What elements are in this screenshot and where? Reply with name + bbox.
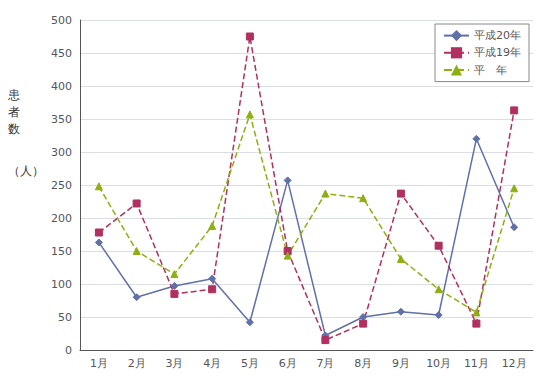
- svg-text:11月: 11月: [464, 357, 489, 370]
- svg-text:数: 数: [8, 122, 20, 136]
- svg-text:9月: 9月: [392, 357, 410, 370]
- svg-text:5月: 5月: [241, 357, 259, 370]
- svg-text:150: 150: [51, 245, 72, 258]
- svg-text:2月: 2月: [128, 357, 146, 370]
- svg-text:平成20年: 平成20年: [474, 29, 521, 42]
- svg-text:1月: 1月: [90, 357, 108, 370]
- svg-text:者: 者: [8, 105, 20, 119]
- svg-text:患: 患: [7, 88, 20, 102]
- svg-text:100: 100: [51, 278, 72, 291]
- svg-text:平 年: 平 年: [474, 64, 507, 77]
- svg-text:3月: 3月: [165, 357, 183, 370]
- svg-text:200: 200: [51, 212, 72, 225]
- svg-text:平成19年: 平成19年: [474, 46, 521, 59]
- svg-text:10月: 10月: [426, 357, 451, 370]
- svg-text:450: 450: [51, 47, 72, 60]
- svg-text:400: 400: [51, 80, 72, 93]
- svg-text:300: 300: [51, 146, 72, 159]
- svg-text:6月: 6月: [279, 357, 297, 370]
- svg-text:8月: 8月: [354, 357, 372, 370]
- svg-text:12月: 12月: [502, 357, 527, 370]
- svg-text:250: 250: [51, 179, 72, 192]
- svg-text:（人）: （人）: [8, 164, 44, 178]
- svg-text:0: 0: [65, 344, 72, 357]
- svg-text:50: 50: [58, 311, 72, 324]
- svg-text:350: 350: [51, 113, 72, 126]
- svg-text:500: 500: [51, 14, 72, 27]
- svg-text:7月: 7月: [316, 357, 334, 370]
- svg-text:4月: 4月: [203, 357, 221, 370]
